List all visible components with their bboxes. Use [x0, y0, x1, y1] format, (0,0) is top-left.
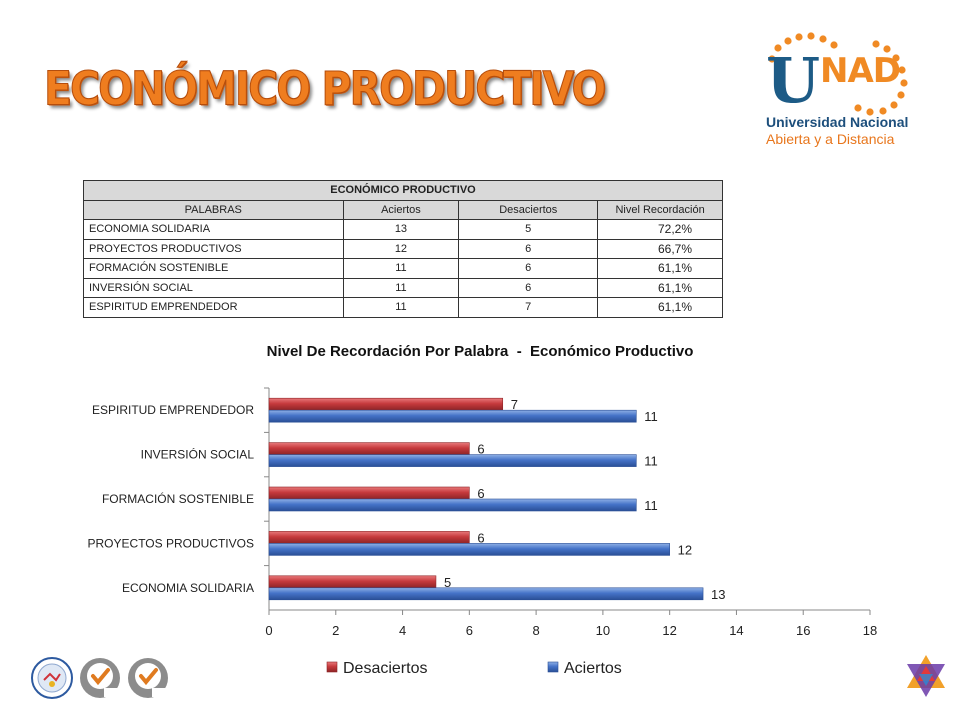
bar-desaciertos [268, 397, 504, 411]
sgs-certification-icon [80, 658, 120, 698]
bar-desaciertos [268, 486, 470, 500]
cell-aciertos: 11 [342, 297, 460, 318]
legend-label-desaciertos: Desaciertos [343, 660, 427, 677]
table-caption: ECONÓMICO PRODUCTIVO [83, 180, 723, 201]
x-tick-label: 18 [863, 623, 877, 638]
data-label: 6 [477, 486, 484, 501]
cell-palabra: ESPIRITUD EMPRENDEDOR [83, 297, 344, 318]
data-label: 11 [644, 409, 658, 424]
bar-desaciertos [268, 531, 470, 544]
table-header-row: PALABRAS Aciertos Desaciertos Nivel Reco… [83, 199, 723, 220]
header-aciertos: Aciertos [342, 199, 460, 220]
category-label: ECONOMIA SOLIDARIA [122, 581, 254, 595]
x-tick-label: 12 [662, 623, 676, 638]
bar-aciertos [268, 454, 637, 467]
data-label: 11 [644, 454, 658, 469]
category-label: ESPIRITUD EMPRENDEDOR [92, 403, 254, 417]
x-tick-label: 10 [596, 623, 610, 638]
cell-nivel: 61,1% [597, 297, 723, 318]
seal-emblem-icon [31, 657, 73, 699]
data-label: 11 [644, 498, 658, 513]
bar-aciertos [268, 498, 637, 512]
slide-title: ECONÓMICO PRODUCTIVO [43, 61, 606, 116]
legend-label-aciertos: Aciertos [564, 660, 622, 677]
category-label: FORMACIÓN SOSTENIBLE [102, 491, 254, 506]
x-tick-label: 0 [265, 623, 272, 638]
logo-line-2: Abierta y a Distancia [766, 131, 895, 147]
data-label: 6 [477, 442, 484, 457]
table-row: ECONOMIA SOLIDARIA 13 5 72,2% [83, 219, 723, 240]
bar-aciertos [268, 409, 637, 423]
hexagram-star-icon [907, 655, 945, 697]
cell-nivel: 61,1% [597, 277, 723, 298]
logo-dots-icon [768, 32, 908, 116]
bar-aciertos [268, 543, 670, 556]
logo-u: U [766, 44, 820, 117]
table-row: ESPIRITUD EMPRENDEDOR 11 7 61,1% [83, 297, 723, 318]
bar-aciertos [268, 587, 704, 601]
logo-line-1: Universidad Nacional [766, 114, 909, 130]
data-label: 5 [444, 575, 451, 590]
data-label: 6 [477, 530, 484, 545]
table-row: INVERSIÓN SOCIAL 11 6 61,1% [83, 277, 723, 298]
data-label: 12 [678, 542, 692, 557]
category-label: INVERSIÓN SOCIAL [141, 447, 255, 462]
header-nivel-recordacion: Nivel Recordación [597, 199, 723, 220]
logo-nad: NAD [820, 51, 901, 91]
cell-palabra: FORMACIÓN SOSTENIBLE [83, 258, 344, 279]
x-tick-label: 4 [399, 623, 406, 638]
x-tick-label: 8 [532, 623, 539, 638]
bar-desaciertos [268, 575, 437, 589]
cell-desaciertos: 7 [458, 297, 599, 318]
x-tick-label: 6 [466, 623, 473, 638]
legend-swatch-desaciertos [326, 661, 338, 673]
header-desaciertos: Desaciertos [458, 199, 599, 220]
x-tick-label: 14 [729, 623, 743, 638]
chart-title-text: Nivel De Recordación Por Palabra - Econó… [266, 343, 694, 360]
data-label: 7 [511, 397, 518, 412]
bar-desaciertos [268, 442, 470, 455]
legend-swatch-aciertos [547, 661, 559, 673]
data-label: 13 [711, 587, 725, 602]
unad-logo: U NAD Universidad Nacional Abierta y a D… [764, 32, 916, 152]
x-tick-label: 16 [796, 623, 810, 638]
x-tick-label: 2 [332, 623, 339, 638]
sgs-certification-icon-2 [128, 658, 168, 698]
category-label: PROYECTOS PRODUCTIVOS [88, 536, 254, 550]
chart-title: Nivel De Recordación Por Palabra - Econó… [0, 343, 960, 360]
data-table: ECONÓMICO PRODUCTIVO PALABRAS Aciertos D… [83, 180, 723, 318]
